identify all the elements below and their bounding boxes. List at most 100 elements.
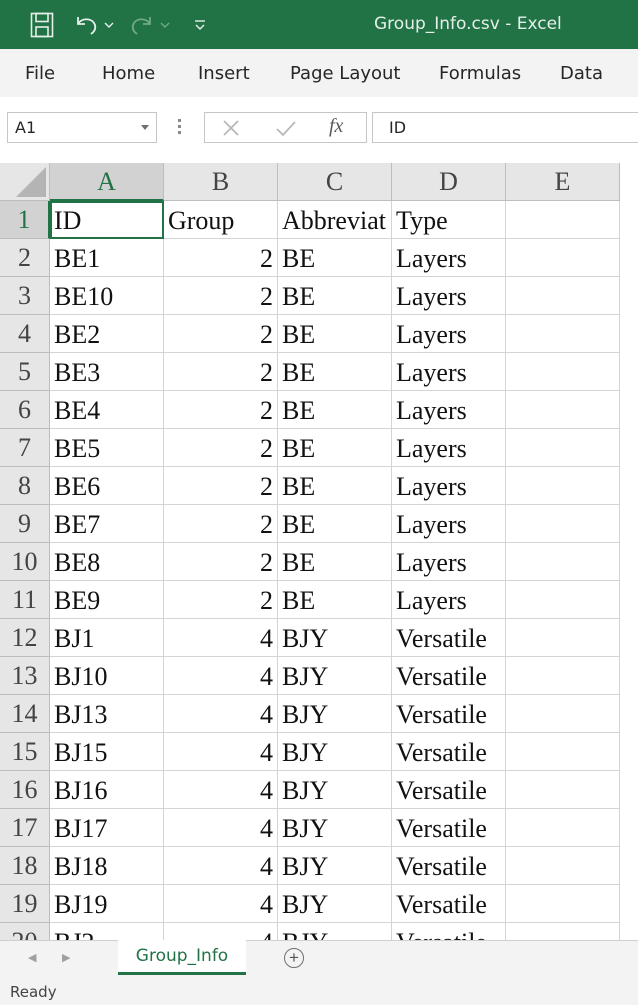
cell-d12[interactable]: Versatile bbox=[392, 619, 506, 657]
cell-a14[interactable]: BJ13 bbox=[50, 695, 164, 733]
row-header-20[interactable]: 20 bbox=[0, 923, 50, 940]
name-box-dropdown-icon[interactable] bbox=[141, 125, 149, 130]
cell-a11[interactable]: BE9 bbox=[50, 581, 164, 619]
name-box[interactable]: A1 bbox=[7, 112, 157, 143]
cell-a9[interactable]: BE7 bbox=[50, 505, 164, 543]
cell-a16[interactable]: BJ16 bbox=[50, 771, 164, 809]
cell-b8[interactable]: 2 bbox=[164, 467, 278, 505]
tab-home[interactable]: Home bbox=[102, 63, 156, 84]
cell-a6[interactable]: BE4 bbox=[50, 391, 164, 429]
cell-d8[interactable]: Layers bbox=[392, 467, 506, 505]
cell-c2[interactable]: BE bbox=[278, 239, 392, 277]
cell-c19[interactable]: BJY bbox=[278, 885, 392, 923]
row-header-3[interactable]: 3 bbox=[0, 277, 50, 315]
column-header-e[interactable]: E bbox=[506, 163, 620, 201]
cell-c9[interactable]: BE bbox=[278, 505, 392, 543]
undo-dropdown-icon[interactable] bbox=[102, 10, 116, 40]
cell-c10[interactable]: BE bbox=[278, 543, 392, 581]
redo-dropdown-icon[interactable] bbox=[158, 10, 172, 40]
cell-e8[interactable] bbox=[506, 467, 620, 505]
cell-c15[interactable]: BJY bbox=[278, 733, 392, 771]
cell-e17[interactable] bbox=[506, 809, 620, 847]
cell-b9[interactable]: 2 bbox=[164, 505, 278, 543]
row-header-14[interactable]: 14 bbox=[0, 695, 50, 733]
cell-c13[interactable]: BJY bbox=[278, 657, 392, 695]
cell-e20[interactable] bbox=[506, 923, 620, 940]
cell-e7[interactable] bbox=[506, 429, 620, 467]
cell-d13[interactable]: Versatile bbox=[392, 657, 506, 695]
cell-d14[interactable]: Versatile bbox=[392, 695, 506, 733]
customize-toolbar-icon[interactable] bbox=[190, 10, 210, 40]
cell-d16[interactable]: Versatile bbox=[392, 771, 506, 809]
cell-b2[interactable]: 2 bbox=[164, 239, 278, 277]
cell-c8[interactable]: BE bbox=[278, 467, 392, 505]
tab-file[interactable]: File bbox=[25, 63, 56, 84]
cell-c7[interactable]: BE bbox=[278, 429, 392, 467]
cell-a8[interactable]: BE6 bbox=[50, 467, 164, 505]
cell-b4[interactable]: 2 bbox=[164, 315, 278, 353]
cell-e5[interactable] bbox=[506, 353, 620, 391]
cell-d19[interactable]: Versatile bbox=[392, 885, 506, 923]
insert-function-icon[interactable]: fx bbox=[329, 115, 344, 137]
scroll-tabs-right-icon[interactable]: ▶ bbox=[62, 952, 71, 964]
cell-a18[interactable]: BJ18 bbox=[50, 847, 164, 885]
row-header-6[interactable]: 6 bbox=[0, 391, 50, 429]
drag-handle-icon[interactable] bbox=[178, 119, 182, 137]
cell-a3[interactable]: BE10 bbox=[50, 277, 164, 315]
cell-b16[interactable]: 4 bbox=[164, 771, 278, 809]
cell-d15[interactable]: Versatile bbox=[392, 733, 506, 771]
select-all-button[interactable] bbox=[0, 163, 50, 201]
row-header-17[interactable]: 17 bbox=[0, 809, 50, 847]
row-header-12[interactable]: 12 bbox=[0, 619, 50, 657]
cell-c14[interactable]: BJY bbox=[278, 695, 392, 733]
cell-d6[interactable]: Layers bbox=[392, 391, 506, 429]
new-sheet-button[interactable]: + bbox=[284, 948, 304, 968]
cell-d5[interactable]: Layers bbox=[392, 353, 506, 391]
cell-b13[interactable]: 4 bbox=[164, 657, 278, 695]
cell-a19[interactable]: BJ19 bbox=[50, 885, 164, 923]
cell-b15[interactable]: 4 bbox=[164, 733, 278, 771]
cell-a5[interactable]: BE3 bbox=[50, 353, 164, 391]
cell-a4[interactable]: BE2 bbox=[50, 315, 164, 353]
cell-b11[interactable]: 2 bbox=[164, 581, 278, 619]
cell-a2[interactable]: BE1 bbox=[50, 239, 164, 277]
cell-c12[interactable]: BJY bbox=[278, 619, 392, 657]
cell-a20[interactable]: BJ2 bbox=[50, 923, 164, 940]
cell-b17[interactable]: 4 bbox=[164, 809, 278, 847]
cell-d9[interactable]: Layers bbox=[392, 505, 506, 543]
tab-insert[interactable]: Insert bbox=[198, 63, 250, 84]
row-header-9[interactable]: 9 bbox=[0, 505, 50, 543]
formula-input[interactable]: ID bbox=[372, 112, 638, 143]
cell-d1[interactable]: Type bbox=[392, 201, 506, 239]
cell-b18[interactable]: 4 bbox=[164, 847, 278, 885]
cell-e3[interactable] bbox=[506, 277, 620, 315]
cell-c11[interactable]: BE bbox=[278, 581, 392, 619]
cell-b12[interactable]: 4 bbox=[164, 619, 278, 657]
cell-b6[interactable]: 2 bbox=[164, 391, 278, 429]
cell-e12[interactable] bbox=[506, 619, 620, 657]
row-header-16[interactable]: 16 bbox=[0, 771, 50, 809]
cell-b7[interactable]: 2 bbox=[164, 429, 278, 467]
redo-icon[interactable] bbox=[126, 10, 158, 40]
row-header-15[interactable]: 15 bbox=[0, 733, 50, 771]
row-header-5[interactable]: 5 bbox=[0, 353, 50, 391]
cell-e4[interactable] bbox=[506, 315, 620, 353]
row-header-10[interactable]: 10 bbox=[0, 543, 50, 581]
cell-a17[interactable]: BJ17 bbox=[50, 809, 164, 847]
cell-d7[interactable]: Layers bbox=[392, 429, 506, 467]
cell-d11[interactable]: Layers bbox=[392, 581, 506, 619]
enter-check-icon[interactable] bbox=[275, 116, 297, 144]
cell-a7[interactable]: BE5 bbox=[50, 429, 164, 467]
undo-icon[interactable] bbox=[70, 10, 102, 40]
cell-e14[interactable] bbox=[506, 695, 620, 733]
row-header-11[interactable]: 11 bbox=[0, 581, 50, 619]
cell-e6[interactable] bbox=[506, 391, 620, 429]
cell-c6[interactable]: BE bbox=[278, 391, 392, 429]
row-header-18[interactable]: 18 bbox=[0, 847, 50, 885]
cell-b20[interactable]: 4 bbox=[164, 923, 278, 940]
cell-c4[interactable]: BE bbox=[278, 315, 392, 353]
cell-c5[interactable]: BE bbox=[278, 353, 392, 391]
tab-page-layout[interactable]: Page Layout bbox=[290, 63, 401, 84]
save-icon[interactable] bbox=[28, 10, 56, 40]
cancel-icon[interactable] bbox=[221, 116, 241, 144]
